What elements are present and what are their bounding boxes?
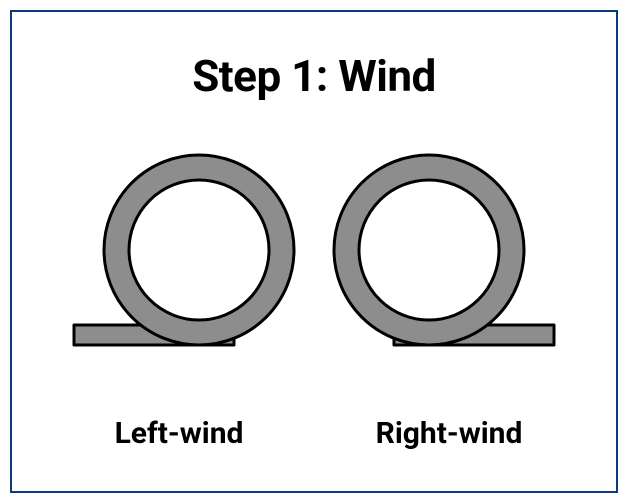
title-text: Step 1: Wind [192,50,436,102]
diagram-frame: Step 1: Wind Left-wind Right-wind [10,10,618,493]
coil-right [334,155,554,345]
coil-illustration [44,135,584,395]
caption-left-wind: Left-wind [44,416,314,451]
caption-row: Left-wind Right-wind [44,416,584,451]
coil-left [74,155,294,345]
diagram-area [12,114,616,416]
caption-right-wind: Right-wind [314,416,584,451]
